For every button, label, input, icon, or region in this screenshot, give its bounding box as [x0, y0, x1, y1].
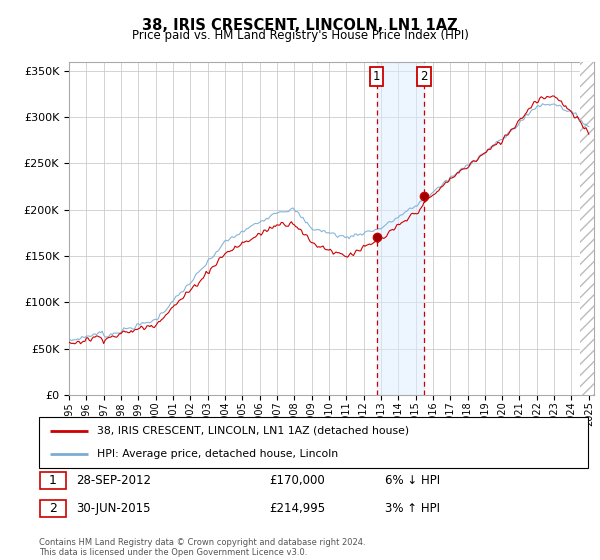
Text: 2: 2: [421, 70, 428, 83]
Text: £214,995: £214,995: [269, 502, 326, 515]
Text: 6% ↓ HPI: 6% ↓ HPI: [385, 474, 440, 487]
Text: 1: 1: [373, 70, 380, 83]
Text: 2: 2: [49, 502, 56, 515]
Text: 1: 1: [49, 474, 56, 487]
Text: HPI: Average price, detached house, Lincoln: HPI: Average price, detached house, Linc…: [97, 449, 338, 459]
FancyBboxPatch shape: [40, 472, 66, 489]
Bar: [377, 62, 424, 395]
Text: Contains HM Land Registry data © Crown copyright and database right 2024.
This d: Contains HM Land Registry data © Crown c…: [39, 538, 365, 557]
Text: 28-SEP-2012: 28-SEP-2012: [76, 474, 151, 487]
Bar: [580, 62, 594, 395]
FancyBboxPatch shape: [40, 500, 66, 516]
Text: 38, IRIS CRESCENT, LINCOLN, LN1 1AZ (detached house): 38, IRIS CRESCENT, LINCOLN, LN1 1AZ (det…: [97, 426, 409, 436]
Text: 3% ↑ HPI: 3% ↑ HPI: [385, 502, 440, 515]
Text: 30-JUN-2015: 30-JUN-2015: [76, 502, 151, 515]
Text: 38, IRIS CRESCENT, LINCOLN, LN1 1AZ: 38, IRIS CRESCENT, LINCOLN, LN1 1AZ: [142, 18, 458, 34]
Text: £170,000: £170,000: [269, 474, 325, 487]
Text: Price paid vs. HM Land Registry's House Price Index (HPI): Price paid vs. HM Land Registry's House …: [131, 29, 469, 42]
Bar: [580, 62, 594, 395]
FancyBboxPatch shape: [39, 417, 588, 468]
